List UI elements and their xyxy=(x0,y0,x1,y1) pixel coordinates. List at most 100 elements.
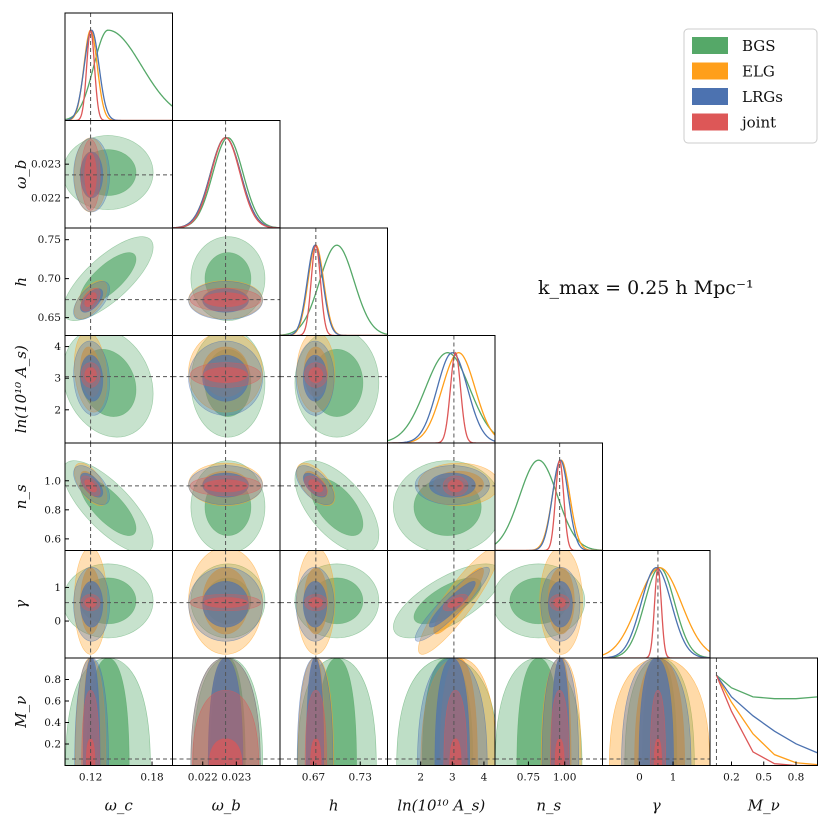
panel-wc-wb xyxy=(65,120,173,228)
x-axis-label-ns: n_s xyxy=(536,797,561,815)
y-tick-label: 0.023 xyxy=(31,159,61,171)
marginal-curve-elg xyxy=(65,29,173,121)
marginal-curve-lrgs xyxy=(715,674,818,754)
y-tick-label: 2 xyxy=(54,404,61,416)
x-tick-label: 1.00 xyxy=(553,772,576,784)
marginal-wb xyxy=(172,120,280,228)
panel-lnAs-ns xyxy=(387,443,495,551)
kmax-annotation: k_max = 0.25 h Mpc⁻¹ xyxy=(538,277,754,299)
x-tick-label: 3 xyxy=(449,772,456,784)
contour-joint xyxy=(447,479,464,493)
panel-frame xyxy=(494,442,603,551)
panel-h-mnu xyxy=(280,658,388,766)
panel-frame xyxy=(279,227,388,336)
x-tick-label: 0.5 xyxy=(755,772,772,784)
panel-wc-mnu xyxy=(65,658,173,766)
marginal-curve-bgs xyxy=(280,244,388,336)
marginal-curve-joint xyxy=(715,674,818,766)
marginal-curve-bgs xyxy=(716,674,818,700)
y-tick-label: 0.022 xyxy=(31,192,61,204)
y-axis-label-h: h xyxy=(12,277,30,287)
marginal-curve-elg xyxy=(715,674,818,766)
x-axis-label-wb: ω_b xyxy=(212,797,241,815)
panel-gamma-mnu xyxy=(602,658,710,766)
marginal-curve-lrgs xyxy=(602,567,710,658)
marginal-curve-joint xyxy=(65,28,173,121)
x-axis-label-lnAs: ln(10¹⁰ A_s) xyxy=(397,797,485,815)
contour-joint xyxy=(81,689,100,766)
y-tick-label: 4 xyxy=(54,341,61,353)
x-tick-label: 0.8 xyxy=(788,772,805,784)
y-axis-label-wb: ω_b xyxy=(12,160,30,189)
x-axis-label-h: h xyxy=(329,797,339,815)
x-tick-label: 2 xyxy=(417,772,424,784)
panel-wb-lnAs xyxy=(172,335,280,443)
x-tick-label: 4 xyxy=(481,772,488,784)
marginal-mnu xyxy=(715,658,818,766)
y-tick-label: 1.0 xyxy=(44,475,61,487)
marginal-ns xyxy=(495,443,603,551)
legend-swatch-joint xyxy=(692,113,728,131)
y-tick-label: 0.75 xyxy=(38,234,61,246)
x-tick-label: 1 xyxy=(670,772,677,784)
panel-ns-gamma xyxy=(495,550,603,658)
legend-label-lrgs: LRGs xyxy=(742,88,783,106)
x-tick-label: 0.75 xyxy=(517,772,540,784)
contour-joint xyxy=(84,367,97,384)
panel-ns-mnu xyxy=(495,658,603,766)
panel-h-lnAs xyxy=(280,335,388,443)
contour-joint xyxy=(192,689,260,766)
contour-joint xyxy=(84,152,97,198)
x-axis-label-wc: ω_c xyxy=(105,797,134,815)
y-tick-label: 3 xyxy=(54,373,61,385)
contour-joint xyxy=(443,689,468,766)
legend-label-elg: ELG xyxy=(742,63,775,81)
panel-h-ns xyxy=(280,443,388,551)
y-tick-label: 1 xyxy=(54,582,61,594)
x-tick-label: 0.67 xyxy=(302,772,325,784)
y-axis-label-gamma: γ xyxy=(12,600,30,609)
panel-lnAs-gamma xyxy=(387,550,495,658)
marginal-curve-bgs xyxy=(495,459,603,551)
contour-joint xyxy=(308,367,324,384)
marginal-curve-bgs xyxy=(602,567,710,658)
x-axis-label-gamma: γ xyxy=(652,797,661,815)
y-tick-label: 0.6 xyxy=(44,533,61,545)
panel-wc-gamma xyxy=(65,550,173,658)
marginal-curve-joint xyxy=(602,567,710,658)
y-axis-label-mnu: M_ν xyxy=(12,696,30,729)
marginal-curve-bgs xyxy=(65,29,173,121)
legend-label-joint: joint xyxy=(740,114,776,132)
y-tick-label: 0.65 xyxy=(38,312,61,324)
x-tick-label: 0.023 xyxy=(221,772,251,784)
y-axis-label-lnAs: ln(10¹⁰ A_s) xyxy=(12,345,30,433)
marginal-curve-lrgs xyxy=(280,244,388,336)
panel-wb-mnu xyxy=(172,658,280,766)
contour-joint xyxy=(203,367,248,384)
panel-frame xyxy=(709,657,818,766)
panel-wb-h xyxy=(172,228,280,336)
legend-swatch-lrgs xyxy=(692,88,728,105)
marginal-curve-elg xyxy=(172,137,280,228)
y-tick-label: 0.8 xyxy=(44,674,61,686)
panel-wc-ns xyxy=(65,443,173,551)
y-axis-label-ns: n_s xyxy=(12,484,30,509)
y-tick-label: 0.70 xyxy=(38,273,61,285)
x-axis-label-mnu: M_ν xyxy=(747,797,780,815)
x-tick-label: 0.2 xyxy=(723,772,740,784)
panel-wb-gamma xyxy=(172,550,280,658)
y-tick-label: 0.2 xyxy=(44,739,61,751)
marginal-curve-joint xyxy=(280,244,388,336)
contour-joint xyxy=(649,689,666,766)
panel-wc-lnAs xyxy=(65,335,173,443)
panel-h-gamma xyxy=(280,550,388,658)
marginal-curve-lrgs xyxy=(387,352,495,443)
marginal-curve-joint xyxy=(495,459,603,551)
x-tick-label: 0.73 xyxy=(349,772,372,784)
contour-joint xyxy=(304,689,327,766)
y-tick-label: 0.4 xyxy=(44,717,61,729)
marginal-h xyxy=(280,228,388,336)
marginal-gamma xyxy=(602,550,710,658)
